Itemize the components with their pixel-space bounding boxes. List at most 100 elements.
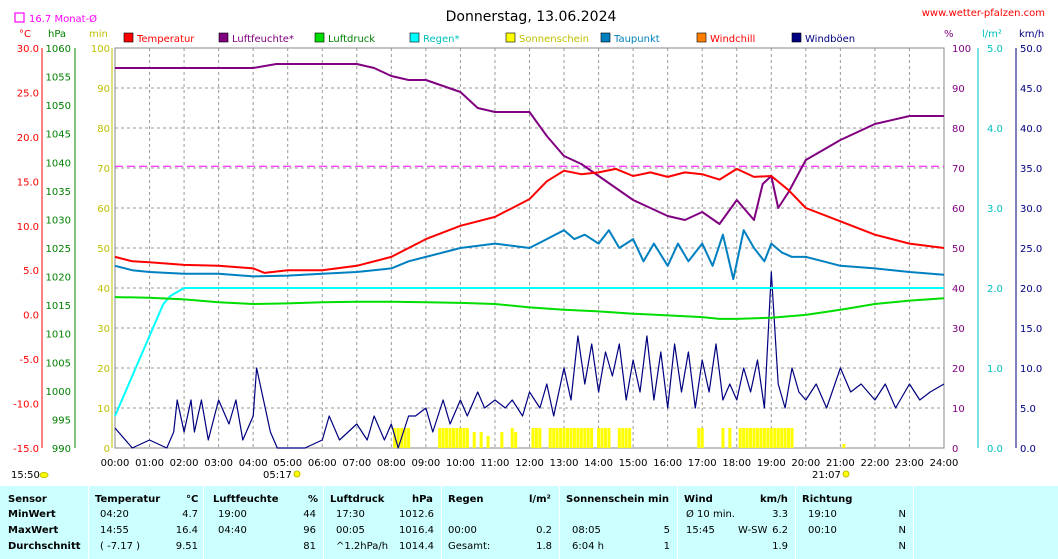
x-tick-label: 18:00: [722, 458, 751, 469]
wind-tick-label: 40.0: [1020, 124, 1042, 135]
temperature-tick-label: 10.0: [17, 222, 39, 233]
x-tick-label: 19:00: [757, 458, 786, 469]
pressure-line: [114, 296, 945, 320]
summary-cell-r-val: 1.8: [536, 541, 552, 552]
summary-cell-w-time: Ø 10 min.: [686, 509, 735, 520]
sunshine-bar: [465, 428, 469, 448]
sunshine-bar: [586, 428, 590, 448]
summary-cell-sensor: MaxWert: [8, 525, 59, 536]
sunrise-icon: [293, 470, 301, 478]
sunshine-bar: [752, 428, 756, 448]
sunshine-bar: [472, 432, 476, 448]
wind-tick-label: 30.0: [1020, 204, 1042, 215]
summary-cell-t-val: 4.7: [182, 509, 198, 520]
summary-cell-h-val: 96: [303, 525, 316, 536]
summary-cell-w-val: 1.9: [772, 541, 788, 552]
column-divider: [88, 486, 89, 559]
header-regen: Regen: [448, 494, 484, 505]
x-tick-label: 03:00: [204, 458, 233, 469]
summary-cell-sensor: Durchschnitt: [8, 541, 81, 552]
x-tick-label: 13:00: [550, 458, 579, 469]
unit-percent: %: [944, 29, 954, 40]
sunshine-bar: [479, 432, 483, 448]
rain-tick-label: 3.0: [987, 204, 1003, 215]
sunshine-bar: [607, 428, 611, 448]
sunshine-tick-label: 0: [104, 444, 110, 455]
humidity-tick-label: 40: [952, 284, 965, 295]
rain-line: [114, 287, 944, 417]
header-temperatur: Temperatur: [95, 494, 161, 505]
pressure-tick-label: 1035: [46, 187, 71, 198]
wind-tick-label: 0.0: [1020, 444, 1036, 455]
x-tick-label: 21:00: [826, 458, 855, 469]
pressure-tick-label: 1050: [46, 101, 71, 112]
summary-table: Sensor Temperatur °C Luftfeuchte % Luftd…: [0, 486, 1058, 559]
sunshine-bar: [559, 428, 563, 448]
unit-celsius: °C: [19, 29, 31, 40]
legend-label: Sonnenschein: [519, 34, 589, 45]
temperature-tick-label: 5.0: [23, 266, 39, 277]
temperature-tick-label: -15.0: [13, 444, 39, 455]
sunshine-bar: [617, 428, 621, 448]
summary-cell-r-time: Gesamt:: [448, 541, 491, 552]
summary-cell-t-time: 14:55: [100, 525, 129, 536]
summary-cell-d-val: N: [898, 509, 906, 520]
pressure-tick-label: 1025: [46, 244, 71, 255]
x-tick-label: 00:00: [101, 458, 130, 469]
sunshine-bar: [583, 428, 587, 448]
legend-swatch: [600, 32, 611, 43]
sunshine-bar: [721, 428, 725, 448]
sunshine-bar: [548, 428, 552, 448]
pressure-tick-label: 1040: [46, 158, 71, 169]
temperature-tick-label: 25.0: [17, 88, 39, 99]
sunshine-bar: [445, 428, 449, 448]
sunshine-bar: [458, 428, 462, 448]
sunshine-bar: [407, 428, 411, 448]
temperature-tick-label: 30.0: [17, 44, 39, 55]
summary-cell-w-val: 6.2: [772, 525, 788, 536]
site-link[interactable]: www.wetter-pfalzen.com: [922, 8, 1045, 19]
x-tick-label: 12:00: [515, 458, 544, 469]
column-divider: [677, 486, 678, 559]
header-wind-unit: km/h: [760, 494, 788, 505]
summary-cell-s-time: 08:05: [572, 525, 601, 536]
sunshine-bar: [462, 428, 466, 448]
sunshine-bar: [452, 428, 456, 448]
sunshine-bar: [776, 428, 780, 448]
summary-cell-w-time: 15:45: [686, 525, 715, 536]
sunshine-tick-label: 20: [97, 364, 110, 375]
sunshine-bar: [742, 428, 746, 448]
x-tick-label: 08:00: [377, 458, 406, 469]
chart-title: Donnerstag, 13.06.2024: [446, 9, 617, 25]
sunshine-bar: [579, 428, 583, 448]
legend-label: Temperatur: [136, 34, 195, 45]
humidity-line: [115, 63, 944, 225]
sunshine-bar: [403, 428, 407, 448]
wind-tick-label: 5.0: [1020, 404, 1036, 415]
sunshine-bar: [514, 432, 518, 448]
unit-kmh: km/h: [1019, 29, 1044, 40]
humidity-tick-label: 100: [952, 44, 971, 55]
temperature-tick-label: 15.0: [17, 177, 39, 188]
sunshine-bar: [769, 428, 773, 448]
legend-swatch: [314, 32, 325, 43]
sunshine-bar: [790, 428, 794, 448]
x-tick-label: 06:00: [308, 458, 337, 469]
sunshine-tick-label: 90: [97, 84, 110, 95]
legend-swatch: [123, 32, 134, 43]
current-time: 15:50: [11, 470, 40, 481]
sunshine-bar: [624, 428, 628, 448]
pressure-tick-label: 1015: [46, 301, 71, 312]
summary-cell-d-time: 00:10: [808, 525, 837, 536]
wind-tick-label: 50.0: [1020, 44, 1042, 55]
monthly-avg-label: 16.7 Monat-Ø: [29, 13, 97, 25]
sunshine-tick-label: 80: [97, 124, 110, 135]
header-luftdruck: Luftdruck: [330, 494, 385, 505]
summary-cell-p-time: 00:05: [336, 525, 365, 536]
sunshine-bar: [531, 428, 535, 448]
humidity-tick-label: 20: [952, 364, 965, 375]
humidity-tick-label: 80: [952, 124, 965, 135]
chart-series: [114, 63, 945, 449]
sunshine-bar: [759, 428, 763, 448]
sunshine-tick-label: 10: [97, 404, 110, 415]
